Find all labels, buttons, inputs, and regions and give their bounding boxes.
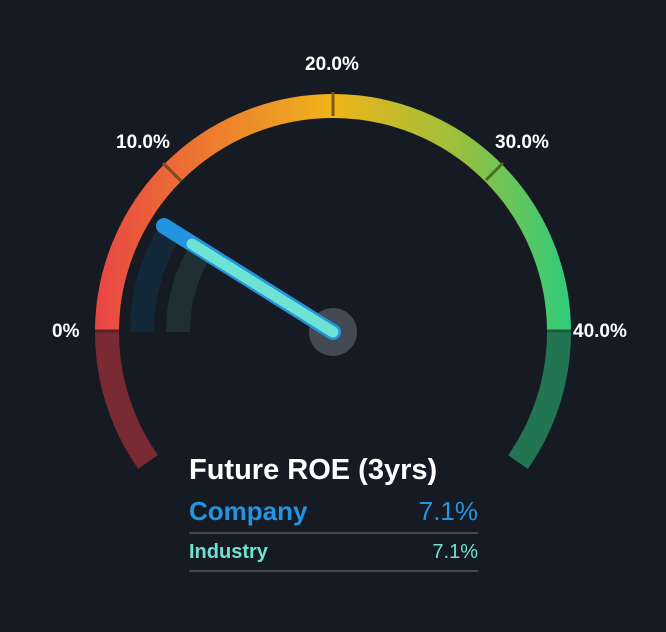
legend-row-industry: Industry 7.1% [189, 534, 478, 572]
company-value: 7.1% [418, 495, 478, 526]
chart-title: Future ROE (3yrs) [189, 454, 438, 486]
tick-30: 30.0% [495, 132, 549, 153]
high-zone-arc [508, 331, 572, 469]
legend-row-company: Company 7.1% [189, 490, 478, 534]
legend: Future ROE (3yrs) Company 7.1% Industry … [189, 450, 478, 572]
industry-label: Industry [189, 540, 268, 563]
industry-bar [165, 243, 212, 333]
tick-10: 10.0% [116, 132, 170, 153]
company-label: Company [189, 495, 308, 526]
company-bar [129, 223, 182, 333]
industry-needle [186, 238, 339, 338]
tick-20: 20.0% [305, 54, 359, 75]
tick-0: 0% [52, 321, 80, 342]
industry-value: 7.1% [432, 540, 478, 563]
low-zone-arc [94, 331, 158, 469]
tick-40: 40.0% [573, 321, 627, 342]
